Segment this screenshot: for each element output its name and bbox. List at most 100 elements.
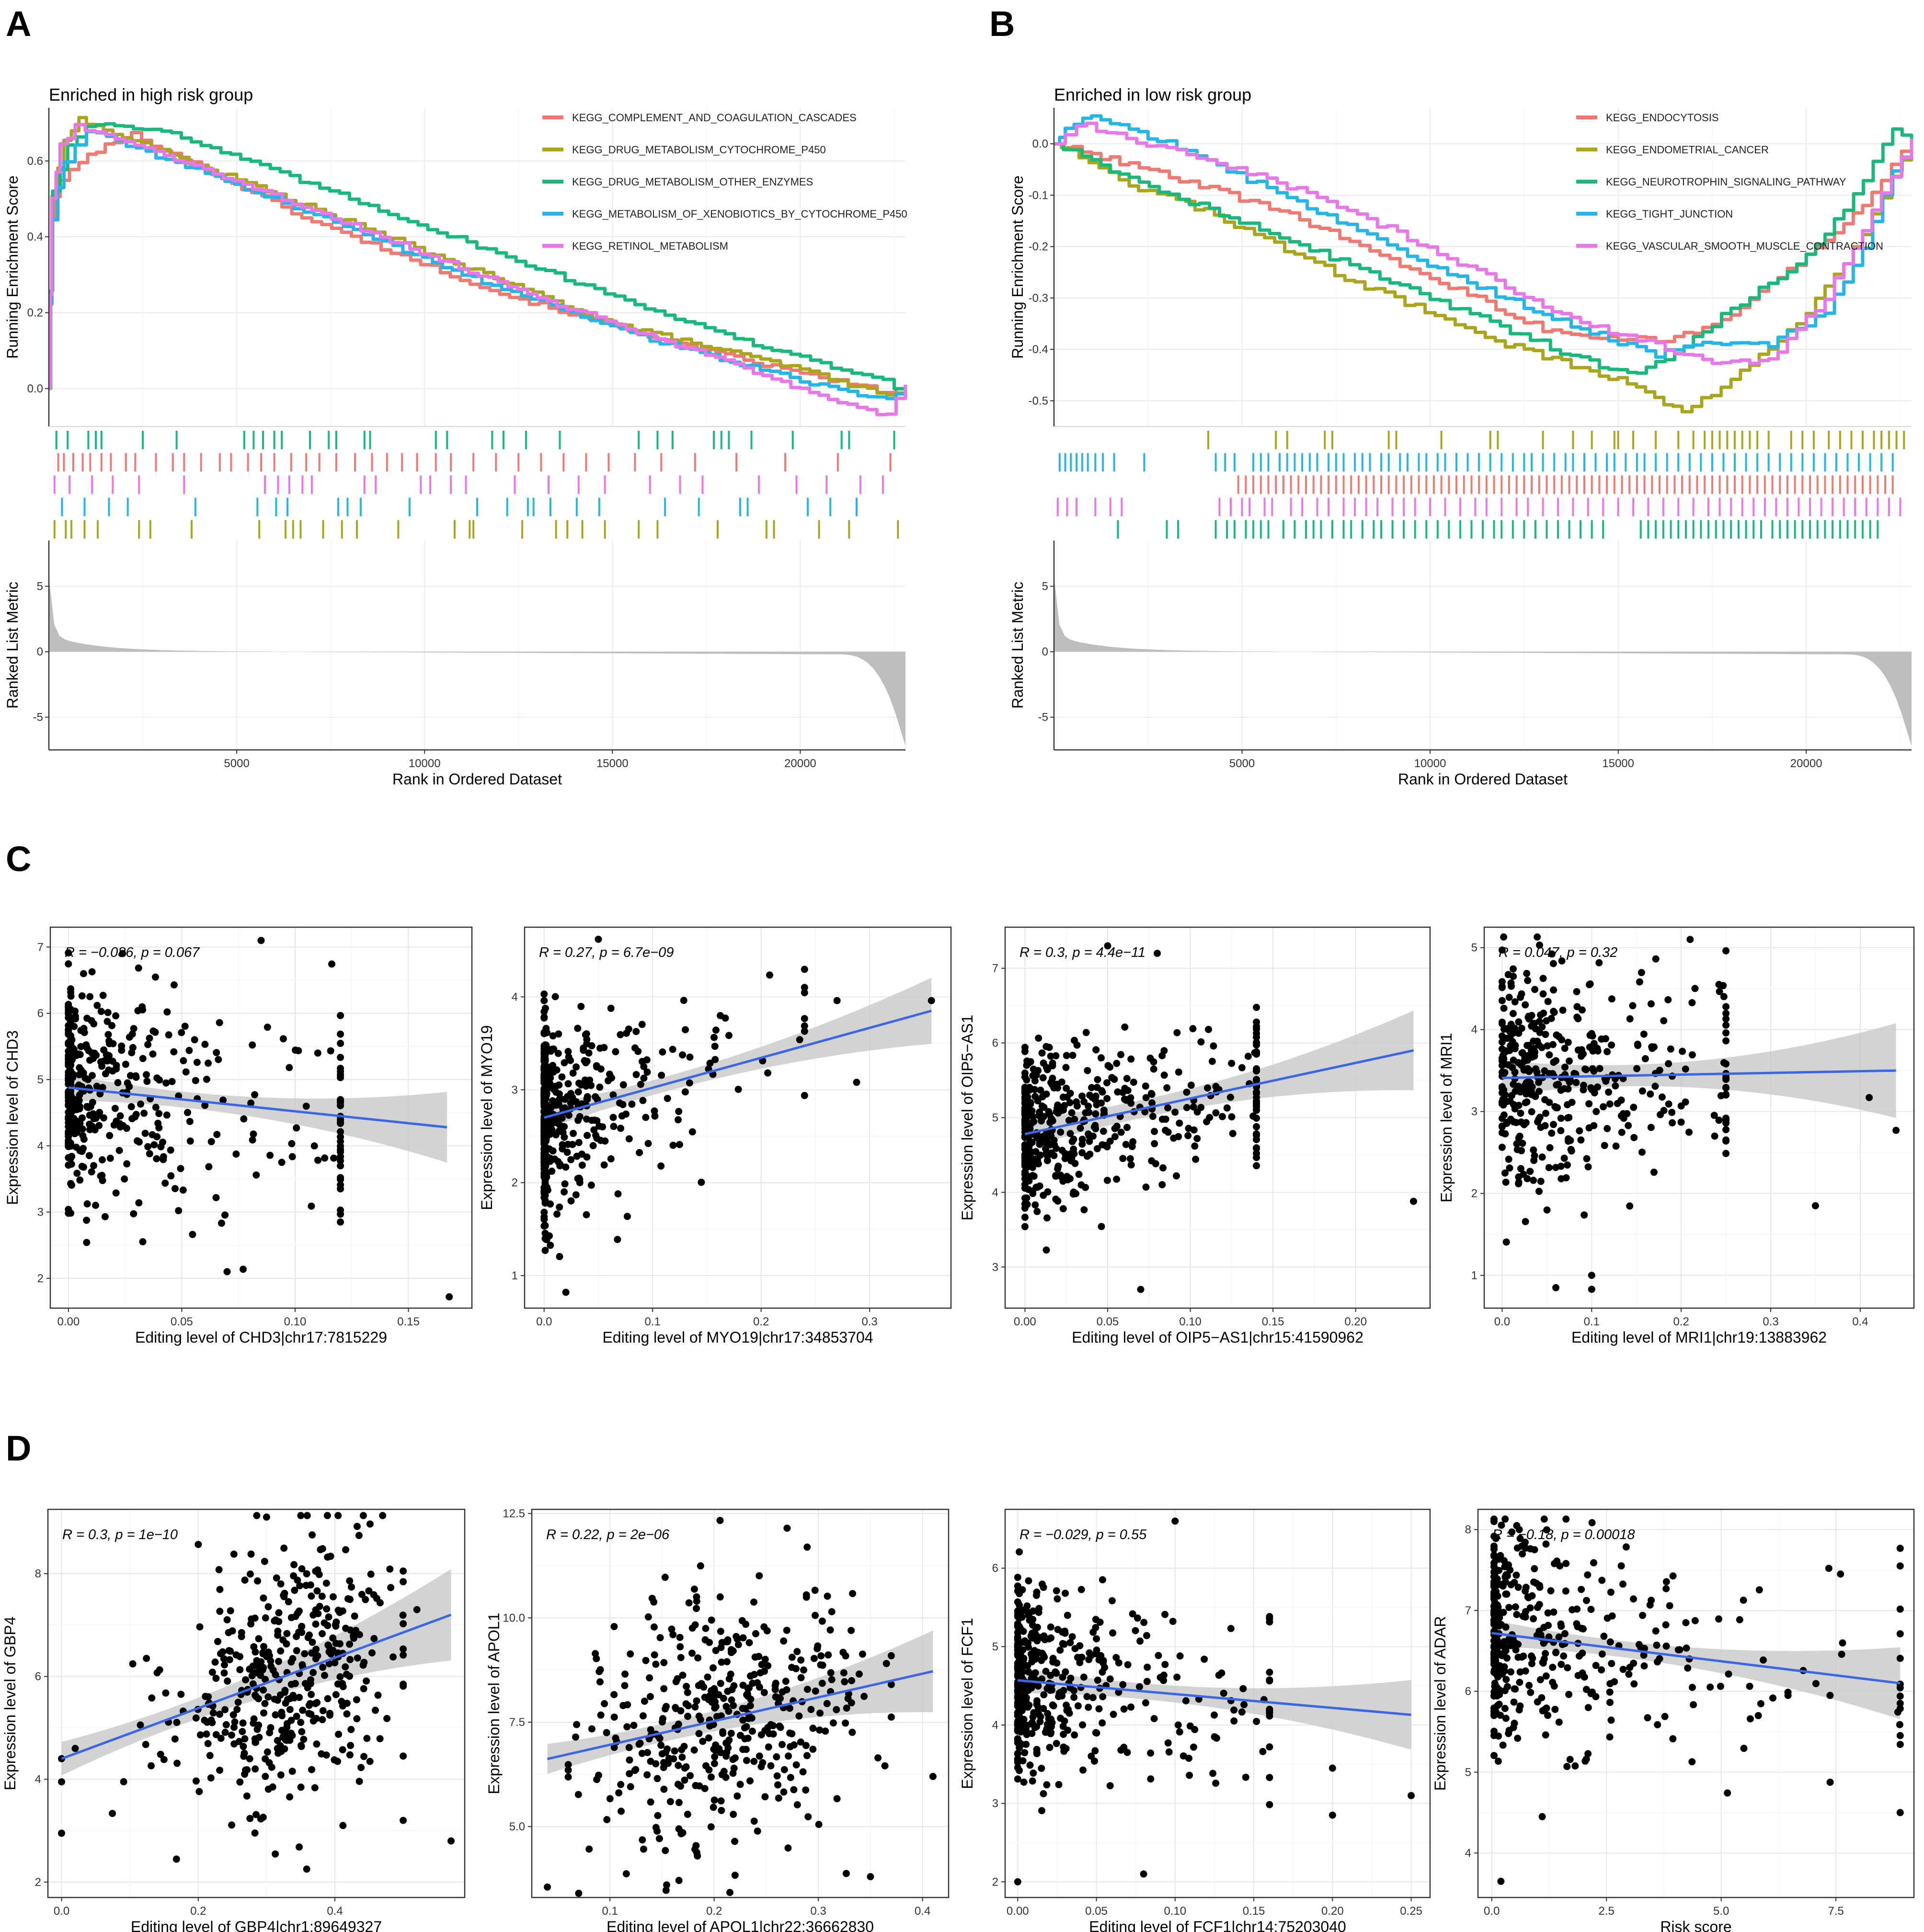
data-point (561, 1133, 568, 1141)
data-point (1136, 1637, 1144, 1645)
data-point (1057, 1172, 1065, 1179)
data-point (150, 1141, 158, 1149)
data-point (710, 1796, 718, 1804)
data-point (810, 1655, 818, 1662)
data-point (1722, 1010, 1730, 1017)
data-point (1129, 1610, 1136, 1618)
data-point (1679, 1047, 1686, 1055)
data-point (173, 1719, 181, 1726)
data-point (160, 1756, 168, 1763)
data-point (1561, 1630, 1569, 1637)
data-point (751, 1653, 759, 1661)
data-point (681, 1776, 688, 1784)
data-point (327, 1047, 334, 1055)
data-point (1016, 1744, 1023, 1752)
data-point (1030, 1065, 1037, 1073)
data-point (277, 1647, 285, 1655)
data-point (1088, 1084, 1095, 1092)
data-point (589, 1142, 597, 1150)
data-point (797, 1674, 805, 1681)
data-point (1021, 1223, 1029, 1230)
data-point (1143, 1632, 1150, 1639)
data-point (727, 1729, 735, 1737)
x-tick-label: 5000 (224, 757, 249, 770)
es-tick-label: 0.4 (27, 230, 43, 243)
data-point (816, 1726, 824, 1734)
data-point (1023, 1201, 1031, 1208)
data-point (788, 1654, 796, 1661)
data-point (744, 1690, 751, 1698)
data-point (803, 1543, 811, 1551)
data-point (592, 1131, 599, 1139)
data-point (796, 1036, 803, 1044)
plot-frame (1483, 926, 1915, 1309)
data-point (337, 1096, 344, 1104)
data-point (693, 1605, 700, 1612)
data-point (1517, 1109, 1524, 1117)
data-point (867, 1873, 874, 1880)
data-point (1608, 995, 1615, 1003)
data-point (203, 1076, 210, 1083)
y-tick-label: 4 (512, 990, 518, 1003)
data-point (1014, 1574, 1021, 1581)
data-point (1491, 1617, 1499, 1625)
data-point (1580, 1211, 1588, 1219)
data-point (1054, 1595, 1061, 1603)
data-point (129, 1660, 137, 1668)
data-point (584, 1132, 591, 1139)
x-axis-label: Editing level of GBP4|chr1:89649327 (131, 1918, 382, 1932)
data-point (1508, 1528, 1516, 1536)
data-point (683, 1683, 690, 1690)
data-point (1490, 1603, 1498, 1610)
data-point (1558, 1622, 1565, 1630)
data-point (612, 1734, 619, 1742)
data-point (139, 1055, 147, 1062)
data-point (557, 1095, 565, 1103)
data-point (601, 1137, 609, 1145)
data-point (697, 1716, 704, 1724)
data-point (1089, 1628, 1097, 1636)
data-point (137, 1100, 144, 1108)
data-point (1490, 1752, 1498, 1760)
data-point (1490, 1552, 1498, 1560)
data-point (1209, 1770, 1217, 1777)
data-point (711, 1753, 719, 1760)
data-point (582, 1059, 590, 1067)
data-point (828, 1676, 836, 1683)
data-point (1070, 1188, 1077, 1196)
data-point (1682, 1098, 1689, 1106)
data-point (302, 1582, 310, 1589)
data-point (1092, 1046, 1100, 1054)
data-point (254, 1668, 262, 1676)
data-point (305, 1702, 313, 1709)
data-point (1410, 1197, 1417, 1205)
data-point (561, 1188, 568, 1196)
data-point (255, 1635, 263, 1643)
data-point (1057, 1714, 1065, 1722)
data-point (337, 1102, 344, 1109)
data-point (679, 1671, 687, 1679)
x-tick-label: 0.0 (1484, 1905, 1500, 1918)
data-point (116, 1123, 124, 1131)
data-point (1598, 1650, 1606, 1658)
data-point (1551, 1705, 1559, 1713)
data-point (109, 1810, 116, 1817)
data-point (541, 1192, 549, 1199)
data-point (1014, 1878, 1021, 1886)
rlm-y-label: Ranked List Metric (4, 582, 21, 709)
data-point (228, 1731, 235, 1739)
data-point (1142, 1082, 1149, 1090)
data-point (1085, 1703, 1092, 1711)
data-point (1041, 1636, 1049, 1644)
data-point (711, 1704, 719, 1712)
data-point (1587, 1690, 1595, 1697)
data-point (656, 1634, 664, 1642)
data-point (726, 1889, 733, 1896)
data-point (1148, 1099, 1156, 1107)
data-point (216, 1586, 224, 1593)
data-point (675, 1876, 683, 1884)
data-point (160, 1156, 167, 1163)
data-point (1147, 1749, 1155, 1757)
data-point (1497, 1877, 1505, 1885)
data-point (1614, 1100, 1621, 1107)
